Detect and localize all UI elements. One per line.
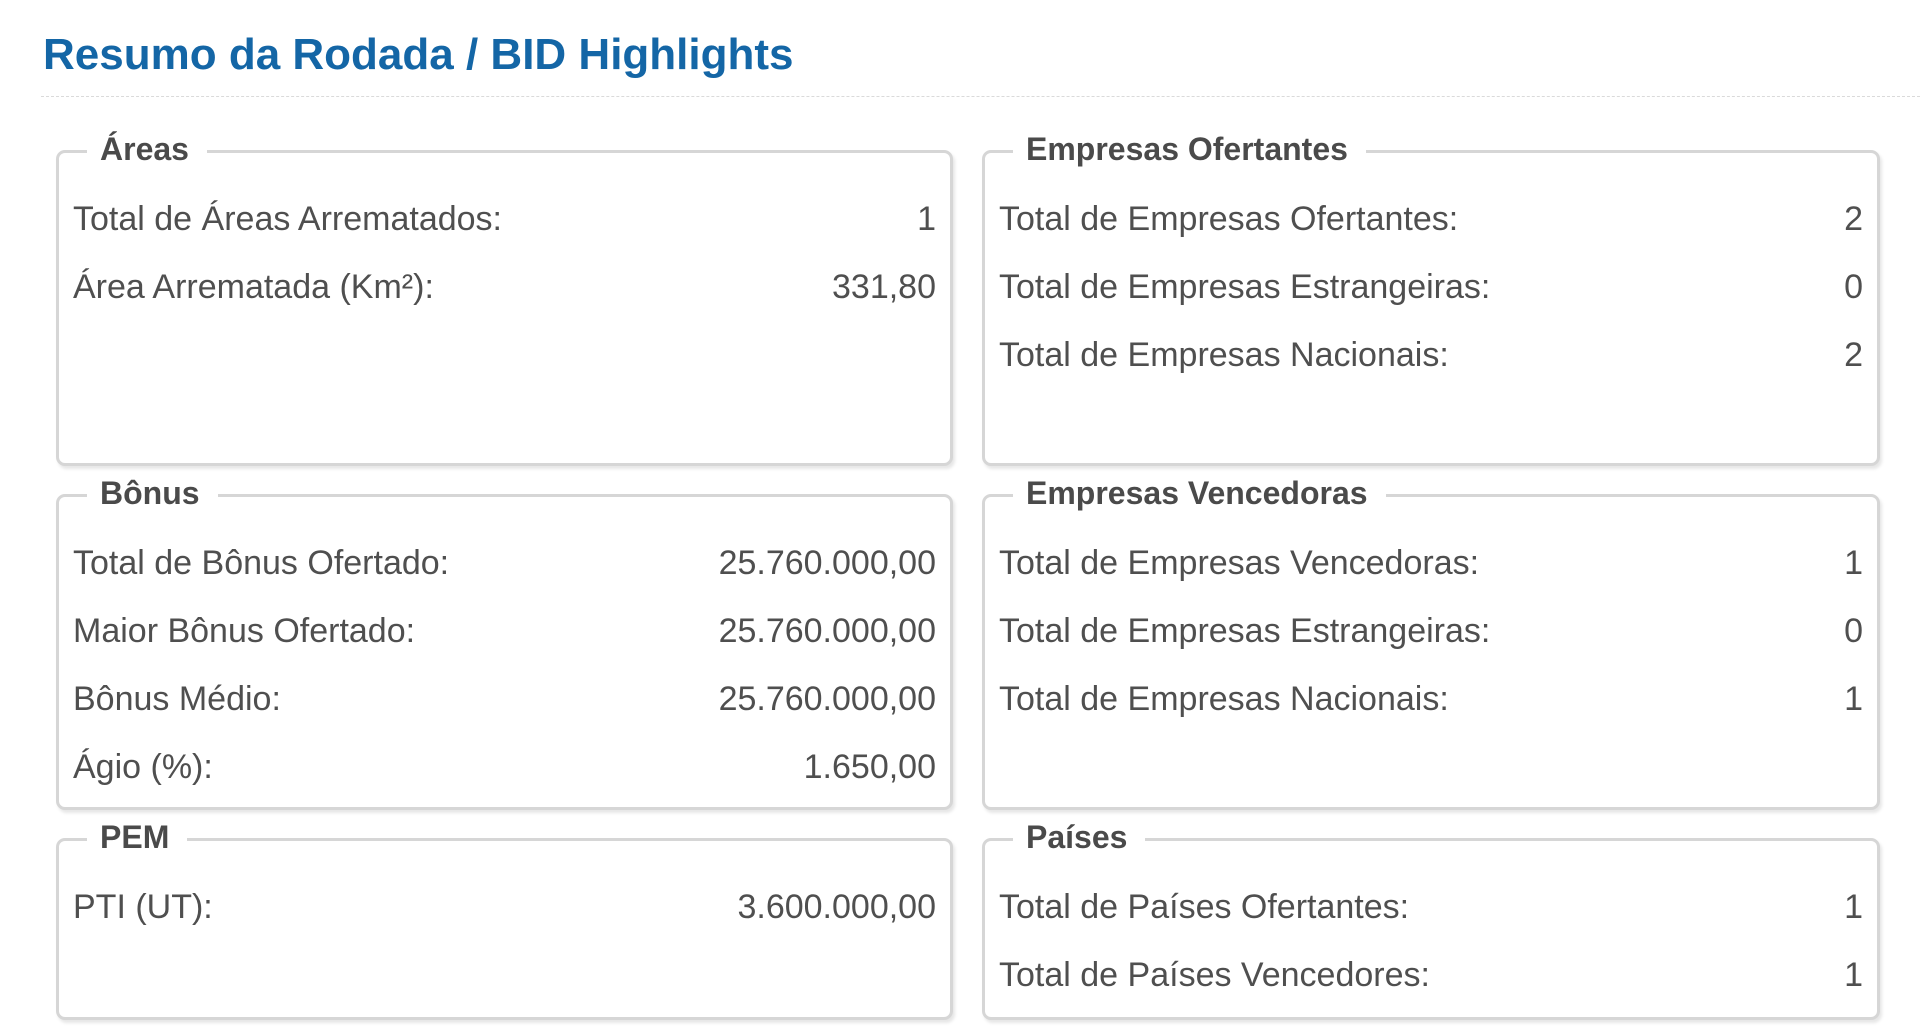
vencedoras-row-estrangeiras: Total de Empresas Estrangeiras: 0 <box>999 609 1863 653</box>
row-value: 0 <box>1844 611 1863 650</box>
bonus-row-total: Total de Bônus Ofertado: 25.760.000,00 <box>73 541 936 585</box>
panel-areas: Áreas Total de Áreas Arrematados: 1 Área… <box>56 129 953 466</box>
bonus-row-medio: Bônus Médio: 25.760.000,00 <box>73 677 936 721</box>
row-label: Total de Empresas Estrangeiras: <box>999 267 1491 306</box>
row-label: Total de Áreas Arrematados: <box>73 199 503 238</box>
panel-pem: PEM PTI (UT): 3.600.000,00 <box>56 817 953 1020</box>
panel-bonus-legend: Bônus <box>87 473 218 513</box>
row-label: Área Arrematada (Km²): <box>73 267 434 306</box>
paises-row-ofertantes: Total de Países Ofertantes: 1 <box>999 885 1863 929</box>
panel-pem-legend: PEM <box>87 817 188 857</box>
ofertantes-row-estrangeiras: Total de Empresas Estrangeiras: 0 <box>999 265 1863 309</box>
paises-row-vencedores: Total de Países Vencedores: 1 <box>999 953 1863 997</box>
row-label: Total de Empresas Nacionais: <box>999 679 1449 718</box>
row-value: 1 <box>1844 679 1863 718</box>
areas-row-total-areas: Total de Áreas Arrematados: 1 <box>73 197 936 241</box>
row-label: PTI (UT): <box>73 887 213 926</box>
row-label: Total de Bônus Ofertado: <box>73 543 450 582</box>
row-label: Total de Países Vencedores: <box>999 955 1430 994</box>
panel-empresas-vencedoras-legend: Empresas Vencedoras <box>1013 473 1386 513</box>
pem-row-pti: PTI (UT): 3.600.000,00 <box>73 885 936 929</box>
row-value: 1 <box>917 199 936 238</box>
panel-empresas-ofertantes: Empresas Ofertantes Total de Empresas Of… <box>982 129 1880 466</box>
ofertantes-row-nacionais: Total de Empresas Nacionais: 2 <box>999 333 1863 377</box>
panel-paises-legend: Países <box>1013 817 1146 857</box>
row-value: 1 <box>1844 543 1863 582</box>
row-value: 25.760.000,00 <box>718 611 936 650</box>
panel-empresas-ofertantes-legend: Empresas Ofertantes <box>1013 129 1366 169</box>
row-label: Total de Empresas Ofertantes: <box>999 199 1459 238</box>
vencedoras-row-nacionais: Total de Empresas Nacionais: 1 <box>999 677 1863 721</box>
row-label: Total de Empresas Estrangeiras: <box>999 611 1491 650</box>
row-value: 1.650,00 <box>803 747 936 786</box>
row-label: Total de Empresas Vencedoras: <box>999 543 1480 582</box>
row-value: 2 <box>1844 335 1863 374</box>
areas-row-area-arrematada: Área Arrematada (Km²): 331,80 <box>73 265 936 309</box>
panel-areas-legend: Áreas <box>87 129 207 169</box>
ofertantes-row-total: Total de Empresas Ofertantes: 2 <box>999 197 1863 241</box>
bonus-row-agio: Ágio (%): 1.650,00 <box>73 745 936 789</box>
row-value: 0 <box>1844 267 1863 306</box>
title-divider <box>41 96 1920 97</box>
row-value: 3.600.000,00 <box>737 887 936 926</box>
row-value: 1 <box>1844 955 1863 994</box>
row-value: 2 <box>1844 199 1863 238</box>
vencedoras-row-total: Total de Empresas Vencedoras: 1 <box>999 541 1863 585</box>
row-label: Bônus Médio: <box>73 679 281 718</box>
row-value: 1 <box>1844 887 1863 926</box>
row-label: Maior Bônus Ofertado: <box>73 611 416 650</box>
row-value: 25.760.000,00 <box>718 679 936 718</box>
panel-paises: Países Total de Países Ofertantes: 1 Tot… <box>982 817 1880 1020</box>
row-value: 331,80 <box>832 267 936 306</box>
row-value: 25.760.000,00 <box>718 543 936 582</box>
panel-bonus: Bônus Total de Bônus Ofertado: 25.760.00… <box>56 473 953 810</box>
row-label: Ágio (%): <box>73 747 213 786</box>
page-title: Resumo da Rodada / BID Highlights <box>43 30 794 79</box>
row-label: Total de Países Ofertantes: <box>999 887 1410 926</box>
row-label: Total de Empresas Nacionais: <box>999 335 1449 374</box>
bonus-row-maior: Maior Bônus Ofertado: 25.760.000,00 <box>73 609 936 653</box>
panel-empresas-vencedoras: Empresas Vencedoras Total de Empresas Ve… <box>982 473 1880 810</box>
